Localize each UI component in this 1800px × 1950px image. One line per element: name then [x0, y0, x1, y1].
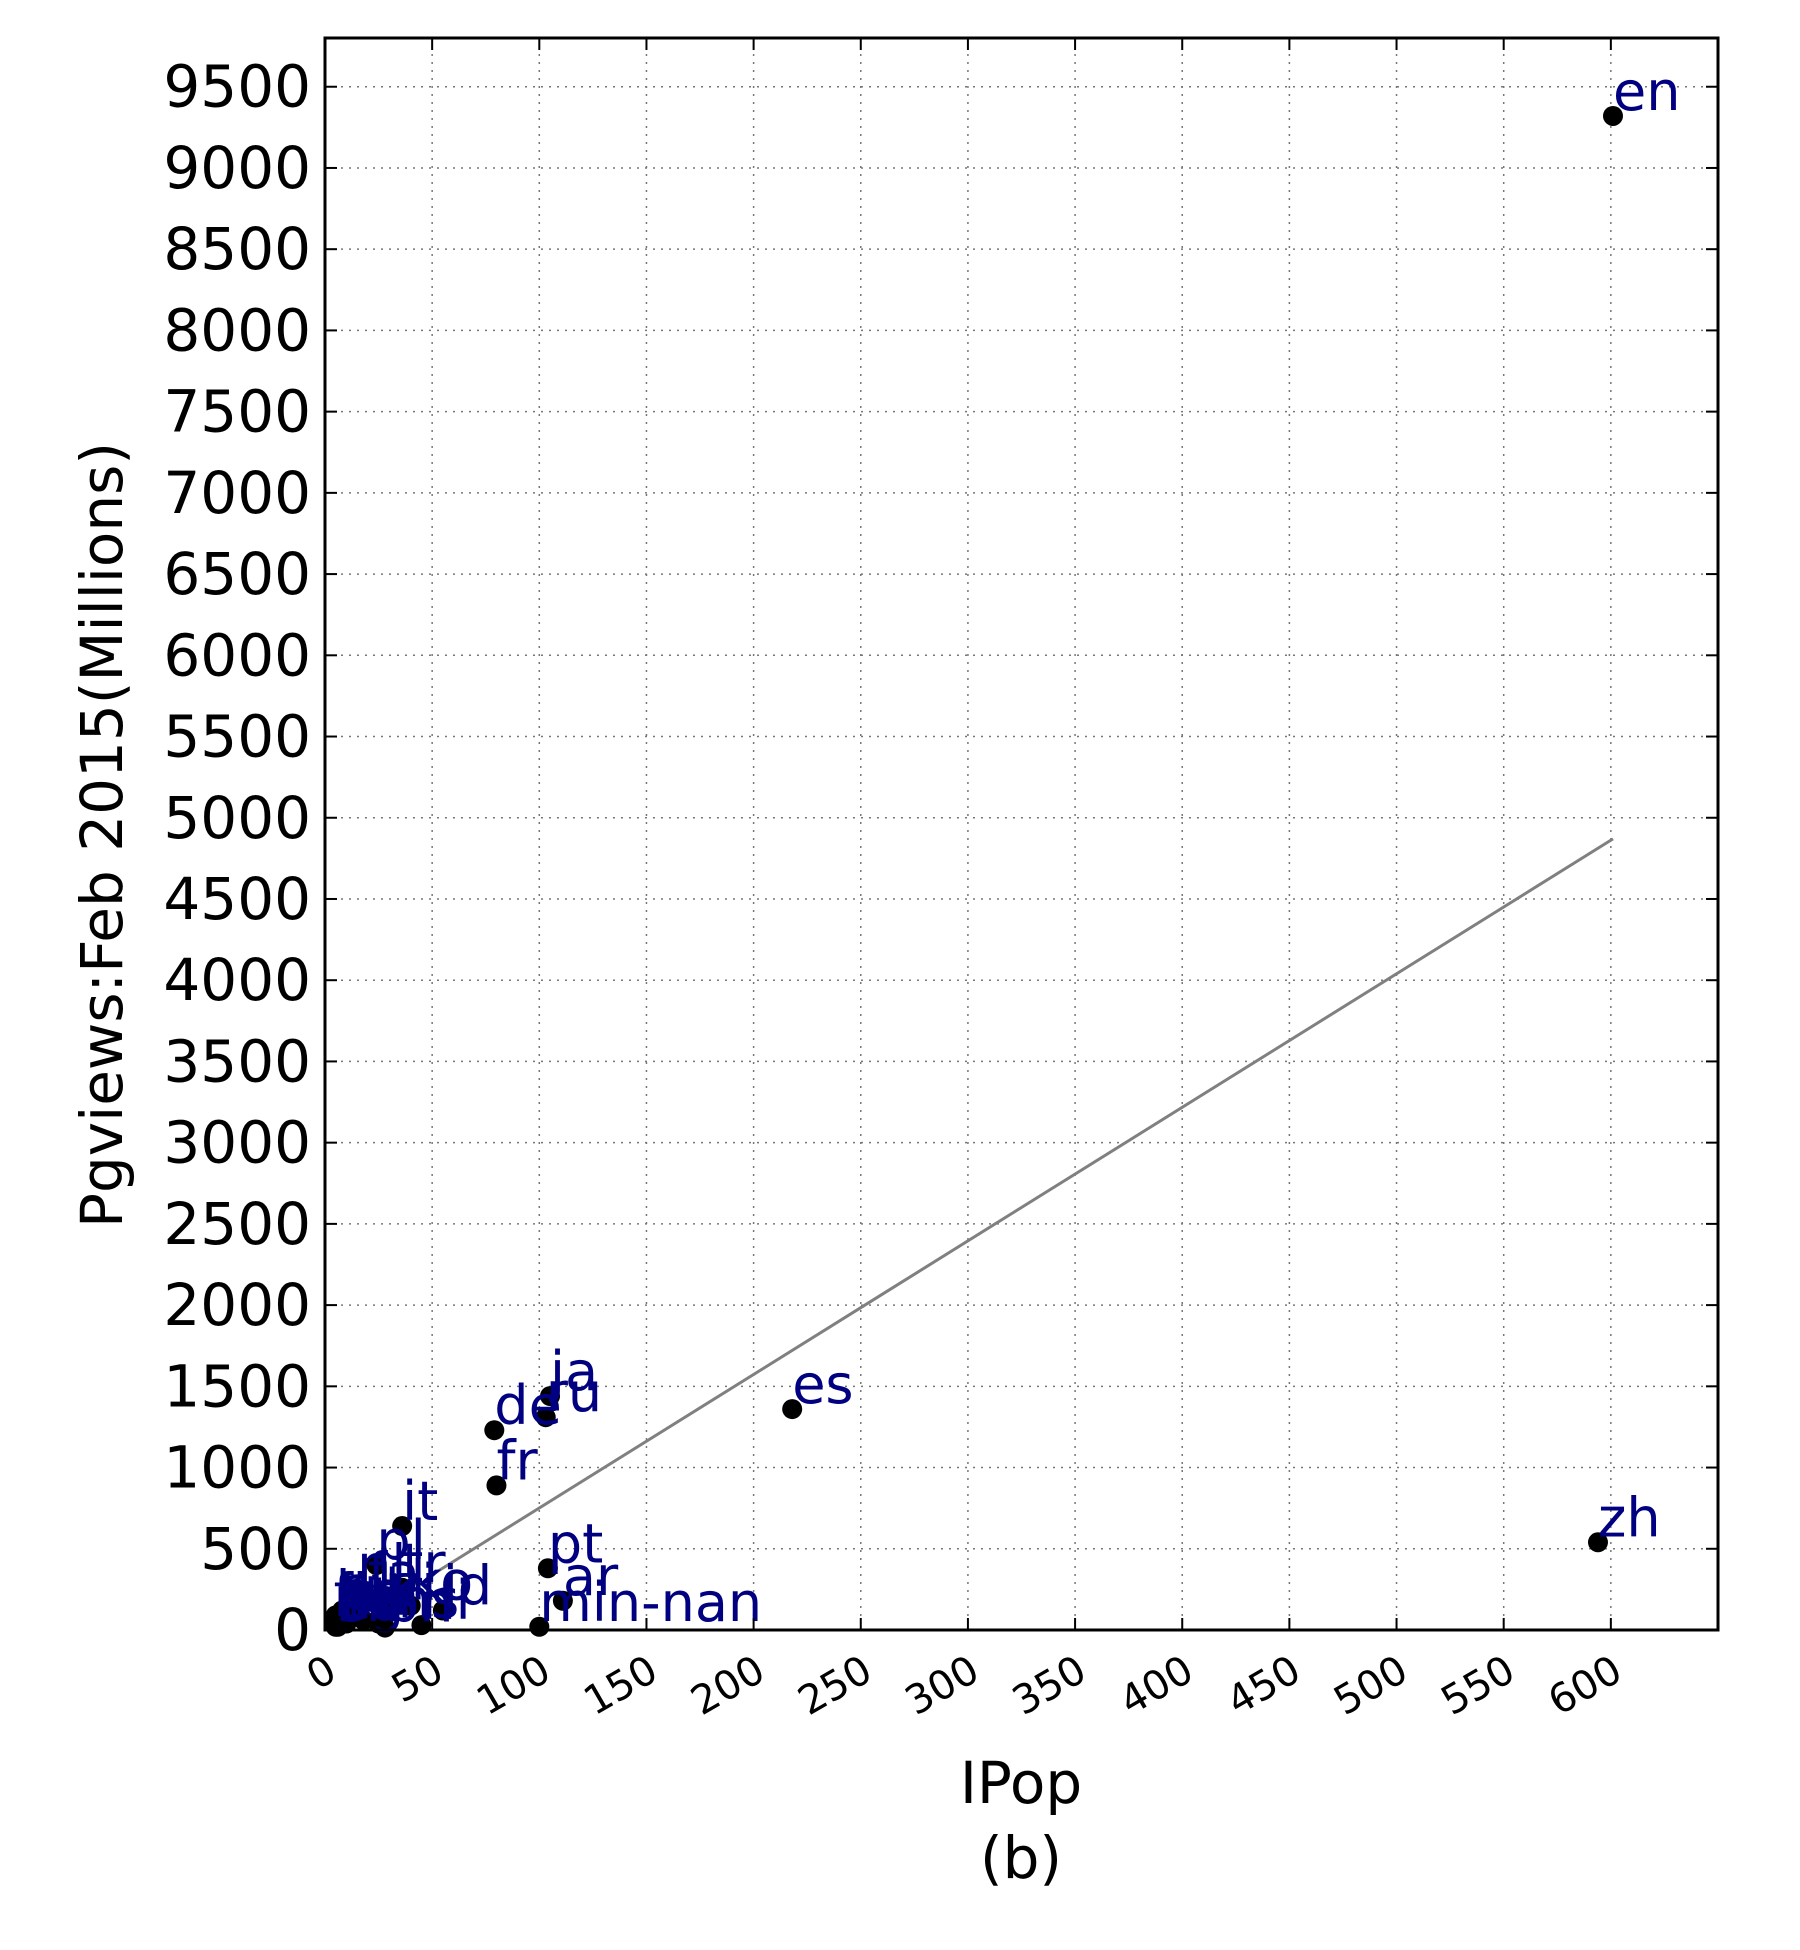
point-label: hu [340, 1564, 408, 1627]
data-point [1587, 1532, 1608, 1553]
point-label: no [334, 1566, 401, 1629]
point-label: ms [379, 1568, 460, 1631]
x-axis-label: IPop [960, 1749, 1082, 1817]
point-label: es [792, 1353, 853, 1416]
y-tick-label: 4000 [163, 946, 311, 1014]
point-label: he [336, 1559, 403, 1622]
data-point [535, 1407, 556, 1428]
point-label: th [364, 1564, 419, 1627]
data-point [432, 1600, 453, 1621]
x-tick-label: 300 [898, 1647, 987, 1725]
y-tick-label: 2500 [163, 1190, 311, 1258]
y-tick-label: 8500 [163, 215, 311, 283]
data-point [327, 1616, 348, 1637]
point-label: bg [336, 1571, 405, 1634]
point-label: ru [546, 1361, 602, 1424]
data-point [357, 1587, 378, 1608]
y-axis: 0 500 1000 1500 2000 2500 3000 3500 4000 4500 5000… [163, 53, 1718, 1664]
grid [325, 38, 1718, 1630]
data-point [400, 1595, 421, 1616]
point-label: en [1613, 60, 1680, 123]
x-tick-label: 550 [1434, 1647, 1523, 1725]
point-label: min-nan [539, 1571, 762, 1634]
x-tick-label: 250 [791, 1647, 880, 1725]
points-layer [323, 105, 1623, 1638]
data-point [353, 1610, 374, 1631]
data-point [366, 1555, 387, 1576]
point-label: it [402, 1470, 438, 1533]
point-label: pl [376, 1509, 425, 1572]
point-label: ja [549, 1340, 598, 1403]
x-tick-label: 100 [469, 1647, 558, 1725]
y-tick-label: 9000 [163, 134, 311, 202]
y-tick-label: 7500 [163, 378, 311, 446]
data-point [540, 1386, 561, 1407]
x-tick-label: 500 [1326, 1647, 1415, 1725]
y-tick-label: 4500 [163, 865, 311, 933]
point-label: ar [563, 1545, 619, 1608]
y-tick-label: 2000 [163, 1271, 311, 1339]
point-label: ko [411, 1550, 473, 1613]
point-label: de [494, 1374, 562, 1437]
x-tick-label: 50 [384, 1647, 451, 1712]
data-point [379, 1598, 400, 1619]
y-tick-label: 8000 [163, 296, 311, 364]
figure-caption: (b) [980, 1824, 1062, 1892]
data-point [782, 1399, 803, 1420]
point-label: el [338, 1569, 386, 1632]
point-label: uk [351, 1558, 417, 1621]
y-tick-label: 3000 [163, 1109, 311, 1177]
y-tick-label: 0 [274, 1596, 311, 1664]
fit-line [431, 837, 1614, 1577]
point-label: da [336, 1569, 403, 1632]
point-label: sr [338, 1571, 389, 1634]
y-tick-label: 5500 [163, 703, 311, 771]
data-point [537, 1558, 558, 1579]
x-tick-label: 450 [1219, 1647, 1308, 1725]
point-label: ro [346, 1568, 400, 1631]
point-label: cs [346, 1561, 404, 1624]
fit-line-layer [431, 837, 1614, 1577]
x-tick-label: 150 [576, 1647, 665, 1725]
point-label: tr [402, 1532, 446, 1595]
plot-frame [323, 36, 1720, 1632]
data-point [392, 1577, 413, 1598]
point-label: vi [389, 1553, 436, 1616]
data-point [375, 1617, 396, 1638]
point-label: id [443, 1555, 492, 1618]
y-tick-label: 7000 [163, 459, 311, 527]
x-tick-label: 600 [1541, 1647, 1630, 1725]
data-point [1602, 105, 1623, 126]
y-tick-label: 6500 [163, 540, 311, 608]
y-tick-label: 6000 [163, 621, 311, 689]
x-tick-label: 350 [1005, 1647, 1094, 1725]
y-tick-label: 9500 [163, 53, 311, 121]
y-tick-label: 1500 [163, 1352, 311, 1420]
data-point [392, 1516, 413, 1537]
point-label: zh [1598, 1486, 1661, 1549]
data-point [552, 1590, 573, 1611]
y-tick-label: 5000 [163, 784, 311, 852]
point-label: fi [334, 1563, 368, 1626]
point-label: hi [421, 1569, 470, 1632]
x-tick-label: 200 [683, 1647, 772, 1725]
y-tick-label: 500 [200, 1515, 311, 1583]
y-tick-label: 1000 [163, 1434, 311, 1502]
point-label: nl [357, 1533, 406, 1596]
y-tick-label: 3500 [163, 1027, 311, 1095]
point-label: sv [342, 1555, 402, 1618]
data-point [484, 1420, 505, 1441]
y-axis-label: Pgviews:Feb 2015(Millions) [68, 442, 136, 1228]
point-label: bn [385, 1572, 454, 1635]
data-point [486, 1475, 507, 1496]
point-label: pt [548, 1512, 603, 1575]
x-tick-label: 400 [1112, 1647, 1201, 1725]
point-label: fa [368, 1542, 420, 1605]
point-label: fr [496, 1429, 538, 1492]
